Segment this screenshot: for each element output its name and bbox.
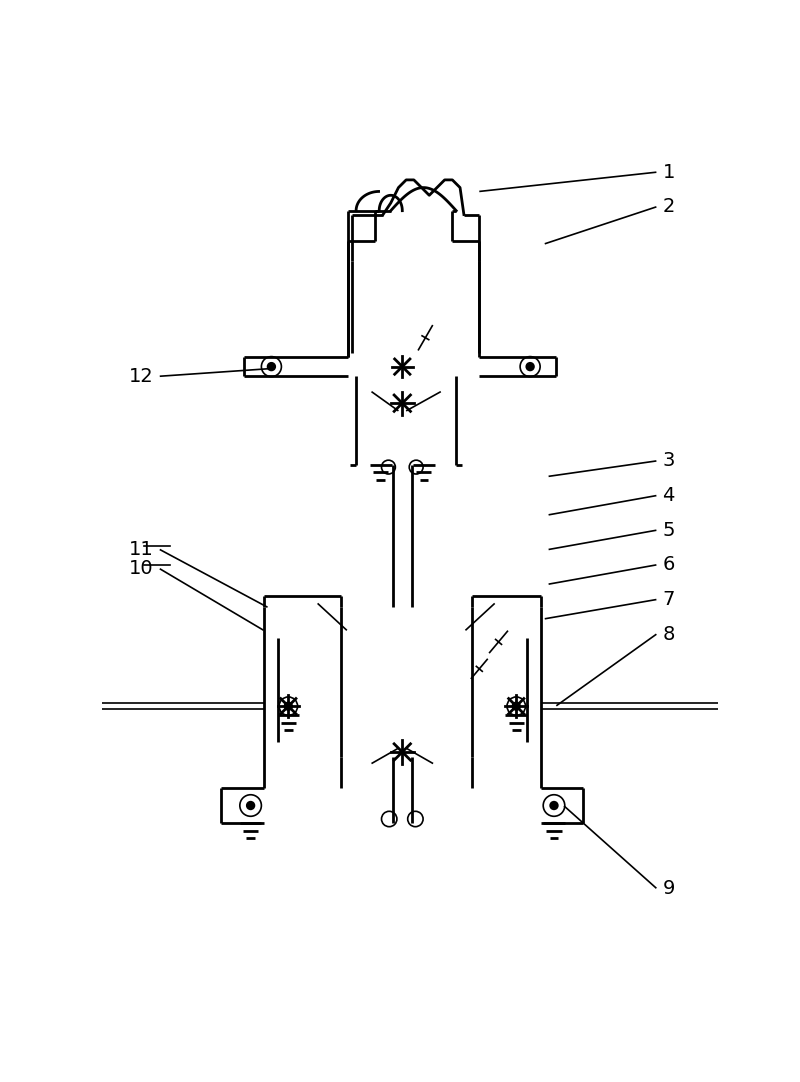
Circle shape [246, 802, 254, 809]
Circle shape [526, 362, 534, 370]
Circle shape [279, 697, 298, 715]
Circle shape [382, 812, 397, 827]
Text: 9: 9 [662, 879, 675, 898]
Circle shape [550, 802, 558, 809]
Text: 8: 8 [662, 624, 675, 644]
Circle shape [520, 357, 540, 377]
Circle shape [240, 795, 262, 816]
Circle shape [285, 702, 292, 710]
Text: 3: 3 [662, 451, 675, 471]
Text: 6: 6 [662, 555, 675, 575]
Circle shape [267, 362, 275, 370]
Circle shape [543, 795, 565, 816]
Text: 11: 11 [129, 540, 154, 559]
Text: 12: 12 [129, 367, 154, 386]
Text: 5: 5 [662, 520, 675, 540]
Text: 4: 4 [662, 486, 675, 505]
Circle shape [262, 357, 282, 377]
Text: 2: 2 [662, 197, 675, 216]
Circle shape [410, 460, 423, 474]
Text: 7: 7 [662, 590, 675, 609]
Circle shape [408, 812, 423, 827]
Circle shape [382, 460, 395, 474]
Circle shape [507, 697, 526, 715]
Circle shape [513, 702, 520, 710]
Text: 1: 1 [662, 162, 675, 182]
Text: 10: 10 [129, 559, 154, 578]
